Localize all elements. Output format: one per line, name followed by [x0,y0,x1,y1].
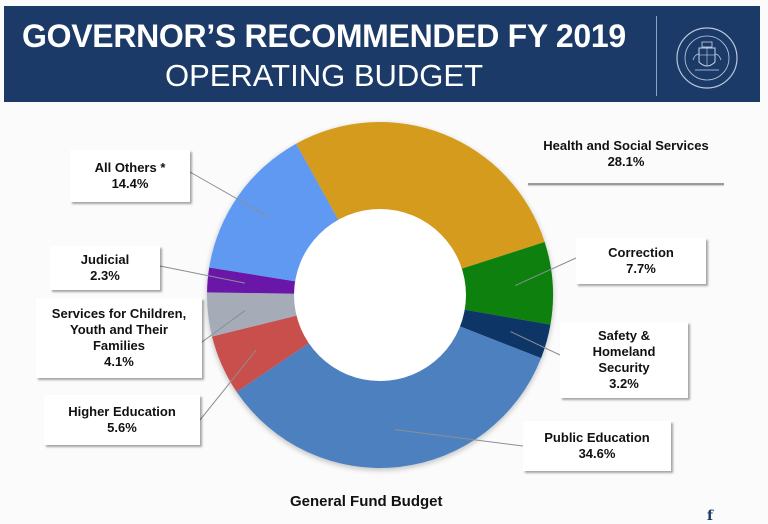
leader-line-safety [510,331,561,356]
slice-correction [380,241,553,325]
governor-seal-icon [676,27,738,89]
leader-line-others [189,171,270,218]
leader-line-judicial [159,265,246,284]
label-children-line1: Services for Children, [51,306,187,321]
label-correction-name: Correction [608,245,674,260]
label-children-line2: Youth and Their [70,322,168,337]
leader-line-higherEd [199,349,257,421]
label-safety-line3: Security [598,360,650,375]
leader-line-publicEd [394,429,524,447]
label-safety-line1: Safety & [597,328,651,343]
label-children-line3: Families [92,338,146,353]
label-correction-value: 7.7% [626,261,656,276]
label-all-others: All Others * 14.4% [70,150,190,202]
corner-logo-glyph: f [707,508,714,524]
label-children: Services for Children, Youth and Their F… [36,298,202,378]
label-correction: Correction 7.7% [576,238,706,284]
label-safety-value: 3.2% [609,376,639,391]
label-public-education: Public Education 34.6% [523,421,671,471]
label-public-education-value: 34.6% [578,446,616,461]
label-higher-education: Higher Education 5.6% [44,395,200,445]
title-line-1: GOVERNOR’S RECOMMENDED FY 2019 [22,18,626,54]
label-hss-name: Health and Social Services [543,138,709,153]
label-public-education-name: Public Education [544,430,650,445]
label-higher-education-name: Higher Education [68,404,176,419]
label-hss: Health and Social Services 28.1% [528,134,724,174]
label-judicial-value: 2.3% [90,268,120,283]
title-line-2: OPERATING BUDGET [164,58,484,93]
label-safety: Safety & Homeland Security 3.2% [560,322,688,398]
label-safety-line2: Homeland [592,344,656,359]
leader-line-correction [514,257,577,287]
label-higher-education-value: 5.6% [107,420,137,435]
label-children-value: 4.1% [104,354,134,369]
label-hss-value: 28.1% [607,154,645,169]
label-all-others-name: All Others * [94,160,166,175]
label-all-others-value: 14.4% [111,176,149,191]
label-judicial-name: Judicial [80,252,130,267]
donut-hole [294,209,466,381]
slice-publicEd [236,295,542,468]
label-hss-underline [528,183,724,185]
chart-title: General Fund Budget [290,493,443,510]
label-judicial: Judicial 2.3% [50,246,160,290]
leader-line-children [201,309,246,343]
header-divider [656,16,657,96]
title-banner: GOVERNOR’S RECOMMENDED FY 2019 OPERATING… [4,6,760,102]
